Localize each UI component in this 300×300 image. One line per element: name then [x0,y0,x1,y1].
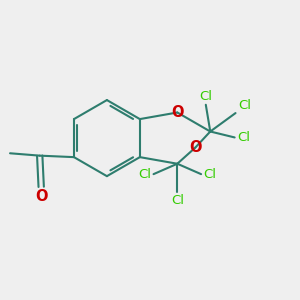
Text: Cl: Cl [237,131,250,144]
Text: Cl: Cl [238,99,251,112]
Text: O: O [35,189,47,204]
Text: O: O [171,105,184,120]
Text: Cl: Cl [138,168,151,181]
Text: Cl: Cl [203,168,217,181]
Text: O: O [189,140,202,155]
Text: Cl: Cl [199,90,212,103]
Text: Cl: Cl [171,194,184,207]
